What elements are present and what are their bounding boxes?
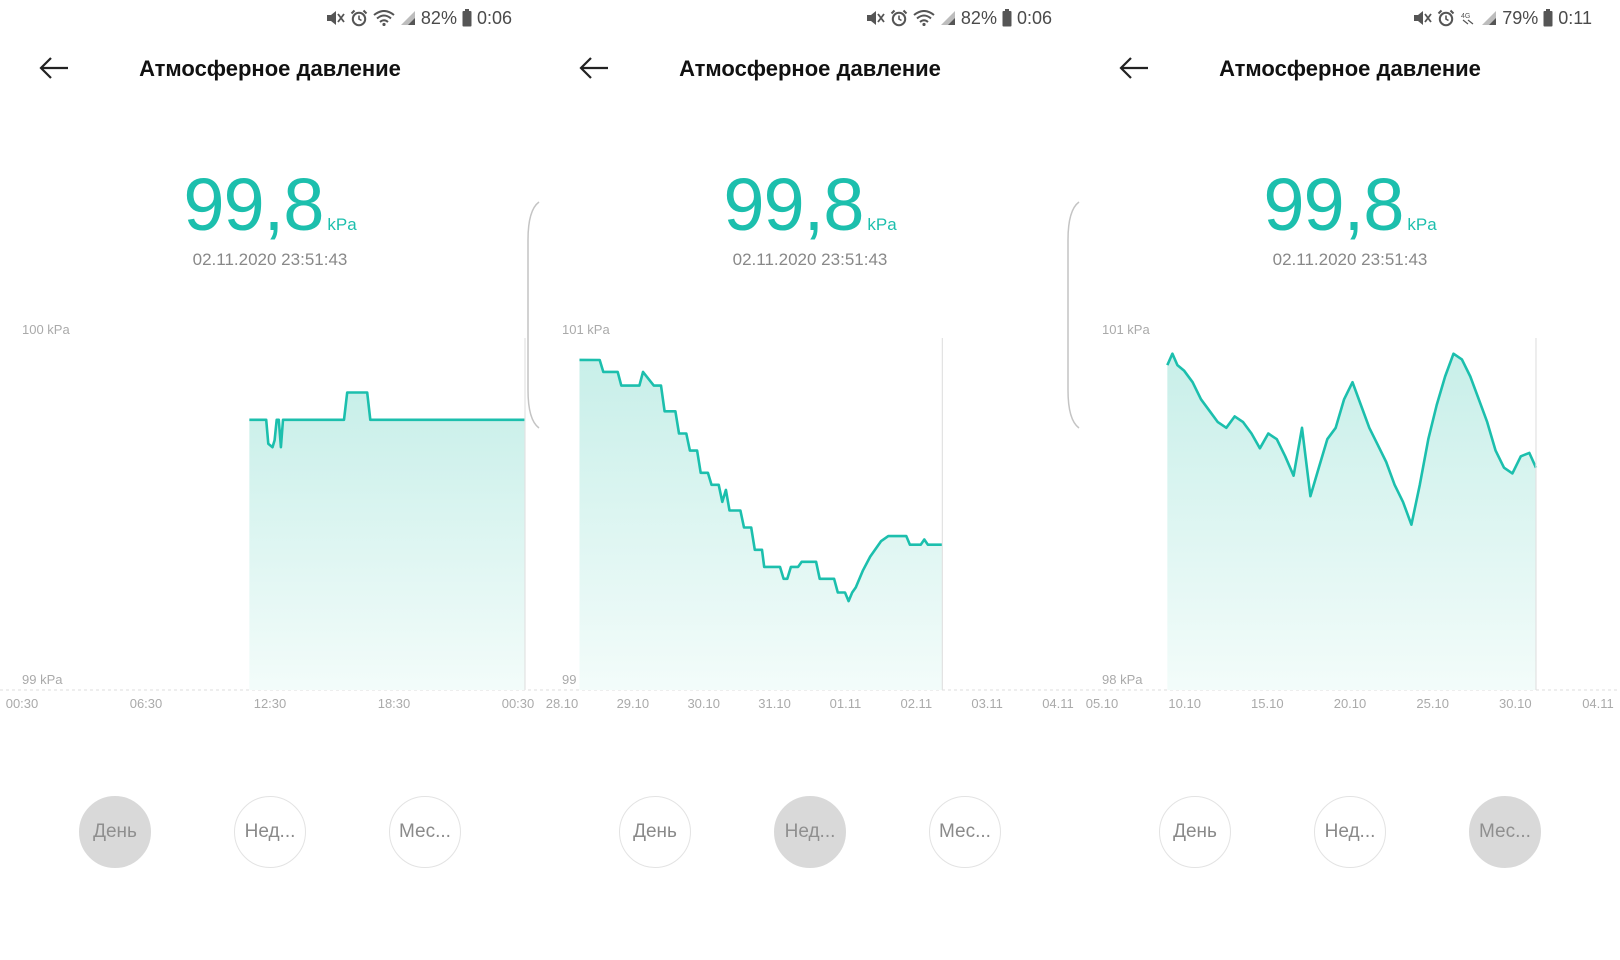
pressure-unit: kPa xyxy=(1407,215,1437,234)
range-week-button[interactable]: Нед... xyxy=(774,796,846,868)
next-card-edge xyxy=(1067,201,1080,429)
range-week-button[interactable]: Нед... xyxy=(1314,796,1386,868)
x-axis-tick-label: 06:30 xyxy=(130,696,163,711)
status-bar: 82% 0:06 xyxy=(325,5,512,31)
pressure-unit: kPa xyxy=(867,215,897,234)
x-axis-tick-label: 02.11 xyxy=(900,696,932,711)
pressure-chart: 101 kPa 98 kPa 05.10 10.10 15.10 20.10 25.10 30… xyxy=(1080,322,1620,711)
pressure-reading: 99,8 kPa xyxy=(0,162,540,247)
y-axis-min-label: 98 kPa xyxy=(1102,672,1143,687)
y-axis-max-label: 101 kPa xyxy=(1102,322,1150,337)
range-week-button[interactable]: Нед... xyxy=(234,796,306,868)
back-button[interactable] xyxy=(34,52,74,88)
range-month-button[interactable]: Мес... xyxy=(1469,796,1541,868)
next-card-edge xyxy=(527,201,540,429)
mute-icon xyxy=(325,9,345,27)
x-axis-tick-label: 18:30 xyxy=(378,696,411,711)
mute-icon xyxy=(1412,9,1432,27)
x-axis-tick-label: 01.11 xyxy=(830,696,862,711)
battery-percent: 82% xyxy=(960,7,997,28)
clock: 0:11 xyxy=(1558,7,1592,28)
mute-icon xyxy=(865,9,885,27)
pressure-value: 99,8 xyxy=(1263,163,1404,246)
alarm-icon xyxy=(890,9,908,27)
clock: 0:06 xyxy=(1016,7,1052,28)
y-axis-min-label: 99 kPa xyxy=(22,672,63,687)
range-day-button[interactable]: День xyxy=(79,796,151,868)
back-arrow-icon xyxy=(578,56,610,85)
pressure-reading: 99,8 kPa xyxy=(540,162,1080,247)
pressure-line xyxy=(579,358,943,603)
x-axis-tick-label: 03.11 xyxy=(971,696,1003,711)
x-axis-tick-label: 30.10 xyxy=(1499,696,1532,711)
pressure-area xyxy=(579,359,943,690)
pressure-value: 99,8 xyxy=(183,163,324,246)
alarm-icon xyxy=(1437,9,1455,27)
x-axis-tick-label: 00:30 xyxy=(6,696,39,711)
screen-panel-1: 82% 0:06 Атмосферное давление 99,8 kPa 02.11.… xyxy=(0,0,540,960)
page-title: Атмосферное давление xyxy=(1219,56,1481,81)
pressure-reading: 99,8 kPa xyxy=(1080,162,1620,247)
svg-text:4G: 4G xyxy=(1461,13,1470,20)
pressure-line xyxy=(249,391,525,449)
battery-icon xyxy=(1543,9,1553,27)
x-axis-tick-label: 15.10 xyxy=(1251,696,1284,711)
network-icon xyxy=(373,10,395,26)
signal-icon xyxy=(400,10,416,26)
status-bar: 4G 79% 0:11 xyxy=(1412,5,1592,31)
page-title: Атмосферное давление xyxy=(139,56,401,81)
alarm-icon xyxy=(350,9,368,27)
battery-icon xyxy=(462,9,472,27)
x-axis-tick-label: 12:30 xyxy=(254,696,287,711)
back-arrow-icon xyxy=(38,56,70,85)
reading-timestamp: 02.11.2020 23:51:43 xyxy=(732,250,888,269)
x-axis-tick-label: 25.10 xyxy=(1416,696,1449,711)
x-axis-tick-label: 04.11 xyxy=(1582,696,1614,711)
pressure-line xyxy=(1166,352,1538,526)
pressure-area xyxy=(1167,353,1536,690)
clock: 0:06 xyxy=(476,7,512,28)
battery-icon xyxy=(1002,9,1012,27)
reading-timestamp: 02.11.2020 23:51:43 xyxy=(192,250,348,269)
range-month-button[interactable]: Мес... xyxy=(929,796,1001,868)
battery-percent: 82% xyxy=(420,7,457,28)
signal-icon xyxy=(940,10,956,26)
range-day-button[interactable]: День xyxy=(1159,796,1231,868)
back-button[interactable] xyxy=(574,52,614,88)
x-axis-tick-label: 10.10 xyxy=(1168,696,1201,711)
back-button[interactable] xyxy=(1114,52,1154,88)
battery-percent: 79% xyxy=(1502,7,1539,28)
x-axis-tick-label: 00:30 xyxy=(502,696,535,711)
x-axis-tick-label: 04.11 xyxy=(1042,696,1074,711)
network-icon: 4G xyxy=(1460,10,1476,26)
x-axis-tick-label: 28.10 xyxy=(546,696,579,711)
range-month-button[interactable]: Мес... xyxy=(389,796,461,868)
range-day-button[interactable]: День xyxy=(619,796,691,868)
x-axis-tick-label: 05.10 xyxy=(1086,696,1119,711)
screen-panel-3: 4G 79% 0:11 Атмосферное давление 99,8 kPa 02.1… xyxy=(1080,0,1620,960)
back-arrow-icon xyxy=(1118,56,1150,85)
x-axis-tick-label: 31.10 xyxy=(758,696,791,711)
x-axis-tick-label: 30.10 xyxy=(687,696,720,711)
pressure-value: 99,8 xyxy=(723,163,864,246)
network-icon xyxy=(913,10,935,26)
status-bar: 82% 0:06 xyxy=(865,5,1052,31)
x-axis-tick-label: 20.10 xyxy=(1334,696,1367,711)
pressure-area xyxy=(249,392,525,690)
x-axis-tick-label: 29.10 xyxy=(617,696,650,711)
pressure-unit: kPa xyxy=(327,215,357,234)
screen-panel-2: 82% 0:06 Атмосферное давление 99,8 kPa 02.11.… xyxy=(540,0,1080,960)
pressure-chart: 100 kPa 99 kPa 00:30 06:30 12:30 18:30 00:30 xyxy=(0,322,540,711)
y-axis-max-label: 100 kPa xyxy=(22,322,70,337)
signal-icon xyxy=(1481,10,1497,26)
page-title: Атмосферное давление xyxy=(679,56,941,81)
reading-timestamp: 02.11.2020 23:51:43 xyxy=(1272,250,1428,269)
y-axis-max-label: 101 kPa xyxy=(562,322,610,337)
